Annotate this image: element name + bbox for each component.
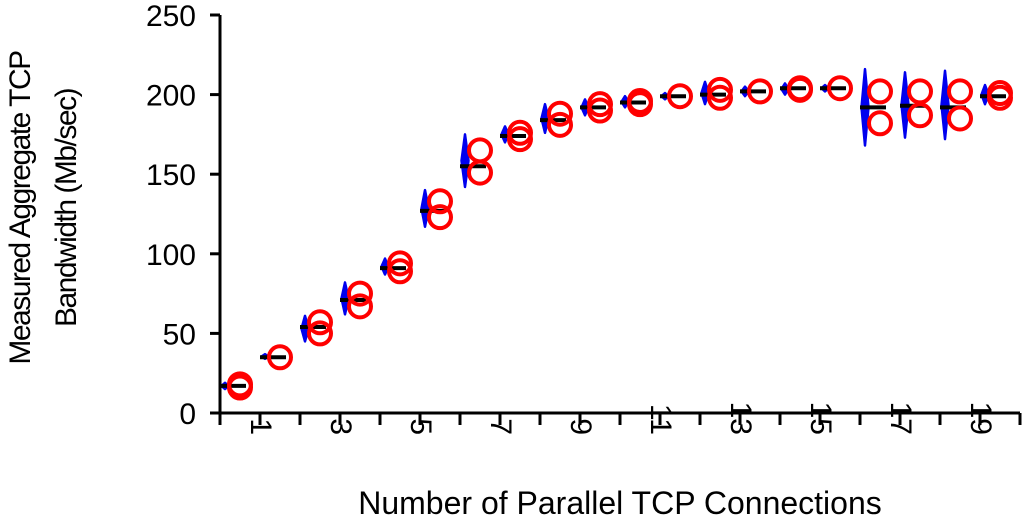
x-tick-label: 3 bbox=[324, 418, 357, 435]
y-tick-label: 50 bbox=[163, 318, 196, 351]
x-tick-label: 5 bbox=[404, 418, 437, 435]
measurement-circle bbox=[667, 83, 693, 110]
measurement-circle bbox=[707, 84, 733, 111]
x-axis-title: Number of Parallel TCP Connections bbox=[358, 485, 882, 521]
range-marker bbox=[940, 69, 950, 141]
measurement-circle bbox=[467, 159, 493, 186]
range-marker bbox=[420, 188, 430, 228]
measurement-circle bbox=[947, 78, 973, 105]
measurement-circle bbox=[347, 293, 373, 320]
x-tick-label: 9 bbox=[564, 418, 597, 435]
measurement-circle bbox=[867, 78, 893, 105]
measurement-circle bbox=[467, 137, 493, 164]
x-tick-label: 19 bbox=[964, 402, 997, 435]
measurement-circle bbox=[547, 111, 573, 138]
measurement-circle bbox=[747, 78, 773, 105]
x-tick-label: 17 bbox=[884, 402, 917, 435]
measurement-circle bbox=[787, 76, 813, 103]
measurement-circle bbox=[827, 75, 853, 102]
measurement-circle bbox=[507, 126, 533, 153]
y-axis-ticks: 0 50 100 150 200 250 bbox=[146, 0, 220, 431]
measurement-circle bbox=[627, 91, 653, 118]
measurement-circle bbox=[387, 258, 413, 285]
measurement-circle bbox=[427, 188, 453, 215]
measurement-circle bbox=[347, 280, 373, 307]
measurement-circle bbox=[267, 344, 293, 371]
range-markers bbox=[220, 67, 990, 391]
range-marker bbox=[460, 133, 470, 189]
y-axis-title-line-2: Bandwidth (Mb/sec) bbox=[50, 88, 83, 327]
measurement-circle bbox=[987, 84, 1013, 111]
measurement-circle bbox=[427, 204, 453, 231]
measurement-circle bbox=[307, 309, 333, 336]
x-tick-label: 7 bbox=[484, 418, 517, 435]
measurement-circle bbox=[307, 320, 333, 347]
measurement-circle bbox=[867, 110, 893, 137]
measurement-circles bbox=[227, 75, 1013, 401]
measurement-circle bbox=[387, 250, 413, 277]
y-tick-label: 150 bbox=[146, 159, 196, 192]
measurement-circle bbox=[907, 78, 933, 105]
y-tick-label: 200 bbox=[146, 80, 196, 113]
measurement-circle bbox=[707, 76, 733, 103]
x-tick-label: 13 bbox=[724, 402, 757, 435]
x-axis-ticks: 1 3 5 7 9 11 13 15 17 19 bbox=[218, 402, 1022, 435]
x-tick-label: 15 bbox=[804, 402, 837, 435]
y-tick-label: 100 bbox=[146, 239, 196, 272]
measurement-circle bbox=[947, 105, 973, 132]
y-axis-title-line-1: Measured Aggregate TCP bbox=[4, 51, 37, 365]
measurement-circle bbox=[587, 97, 613, 124]
x-tick-label: 1 bbox=[244, 418, 277, 435]
measurement-circle bbox=[227, 374, 253, 401]
x-tick-label: 11 bbox=[644, 404, 677, 435]
measurement-circle bbox=[907, 102, 933, 129]
measurement-circle bbox=[547, 100, 573, 127]
y-tick-label: 250 bbox=[146, 0, 196, 33]
y-tick-label: 0 bbox=[179, 398, 196, 431]
axes bbox=[218, 15, 1020, 415]
